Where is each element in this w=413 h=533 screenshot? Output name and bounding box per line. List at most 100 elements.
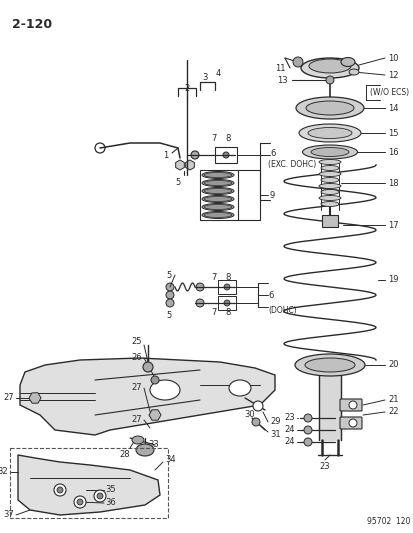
Circle shape	[95, 143, 105, 153]
Ellipse shape	[320, 190, 338, 195]
Text: 28: 28	[119, 450, 130, 459]
Text: 10: 10	[387, 53, 398, 62]
Circle shape	[348, 419, 356, 427]
Text: 35: 35	[105, 486, 115, 495]
Text: 5: 5	[166, 271, 171, 279]
Ellipse shape	[204, 181, 231, 185]
Text: 11: 11	[275, 63, 285, 72]
Circle shape	[223, 300, 230, 306]
Ellipse shape	[295, 97, 363, 119]
Ellipse shape	[202, 212, 233, 219]
Ellipse shape	[320, 201, 338, 206]
Bar	[218, 280, 235, 294]
Text: 27: 27	[131, 416, 142, 424]
Text: 5: 5	[166, 311, 171, 319]
Ellipse shape	[202, 196, 233, 203]
Circle shape	[142, 362, 153, 372]
FancyBboxPatch shape	[339, 417, 361, 429]
Text: 13: 13	[277, 76, 287, 85]
Text: (DOHC): (DOHC)	[267, 305, 296, 314]
Circle shape	[292, 57, 302, 67]
Ellipse shape	[305, 101, 353, 115]
Text: 7: 7	[211, 273, 216, 282]
Text: 23: 23	[284, 414, 294, 423]
Ellipse shape	[228, 380, 250, 396]
Text: 24: 24	[284, 425, 294, 434]
Ellipse shape	[294, 354, 364, 376]
Text: 6: 6	[269, 149, 275, 157]
Text: 18: 18	[387, 179, 398, 188]
Circle shape	[151, 376, 159, 384]
Text: 8: 8	[225, 273, 230, 282]
Circle shape	[97, 493, 103, 499]
Text: 14: 14	[387, 103, 398, 112]
Circle shape	[190, 151, 199, 159]
Ellipse shape	[204, 189, 231, 193]
Text: 26: 26	[131, 353, 142, 362]
Circle shape	[223, 284, 230, 290]
Circle shape	[166, 283, 173, 291]
Text: 17: 17	[387, 221, 398, 230]
Circle shape	[166, 291, 173, 299]
Ellipse shape	[202, 172, 233, 179]
Circle shape	[77, 499, 83, 505]
Circle shape	[57, 487, 63, 493]
Circle shape	[252, 418, 259, 426]
Text: 16: 16	[387, 148, 398, 157]
Circle shape	[303, 426, 311, 434]
Circle shape	[252, 401, 262, 411]
Ellipse shape	[318, 196, 340, 200]
Ellipse shape	[136, 444, 154, 456]
Bar	[214, 147, 236, 163]
Text: 7: 7	[211, 308, 216, 317]
Ellipse shape	[307, 127, 351, 139]
Text: 5: 5	[175, 178, 180, 187]
Text: 22: 22	[387, 408, 398, 416]
Ellipse shape	[304, 358, 354, 372]
Text: 15: 15	[387, 128, 398, 138]
Text: 20: 20	[387, 360, 398, 369]
Ellipse shape	[318, 183, 340, 189]
Ellipse shape	[298, 124, 360, 142]
Circle shape	[94, 490, 106, 502]
Text: 4: 4	[215, 69, 220, 78]
Text: 2: 2	[184, 84, 189, 93]
Text: 36: 36	[105, 498, 116, 507]
Circle shape	[303, 414, 311, 422]
Text: 8: 8	[225, 308, 230, 317]
Text: 30: 30	[244, 410, 254, 419]
Circle shape	[223, 152, 228, 158]
Ellipse shape	[318, 172, 340, 176]
Text: 19: 19	[387, 276, 398, 285]
Text: 7: 7	[211, 134, 216, 143]
Bar	[218, 296, 235, 310]
Circle shape	[195, 299, 204, 307]
Circle shape	[74, 496, 86, 508]
Text: 33: 33	[147, 440, 158, 449]
Circle shape	[54, 484, 66, 496]
Ellipse shape	[204, 197, 231, 201]
Circle shape	[325, 76, 333, 84]
Ellipse shape	[204, 173, 231, 177]
Text: 27: 27	[3, 393, 14, 402]
Circle shape	[348, 401, 356, 409]
Ellipse shape	[202, 180, 233, 187]
Ellipse shape	[320, 166, 338, 171]
Text: 27: 27	[131, 384, 142, 392]
Text: 12: 12	[387, 70, 398, 79]
Text: 29: 29	[269, 417, 280, 426]
Text: 37: 37	[3, 511, 14, 520]
Ellipse shape	[310, 148, 348, 157]
Ellipse shape	[340, 58, 354, 67]
Ellipse shape	[202, 188, 233, 195]
Ellipse shape	[320, 177, 338, 182]
Text: (W/O ECS): (W/O ECS)	[369, 87, 408, 96]
Ellipse shape	[300, 58, 358, 78]
Text: 9: 9	[269, 190, 275, 199]
Text: 95702  120: 95702 120	[366, 517, 409, 526]
Text: 23: 23	[319, 462, 330, 471]
Ellipse shape	[348, 69, 358, 75]
Bar	[321, 215, 337, 227]
Ellipse shape	[150, 380, 180, 400]
Ellipse shape	[204, 205, 231, 209]
